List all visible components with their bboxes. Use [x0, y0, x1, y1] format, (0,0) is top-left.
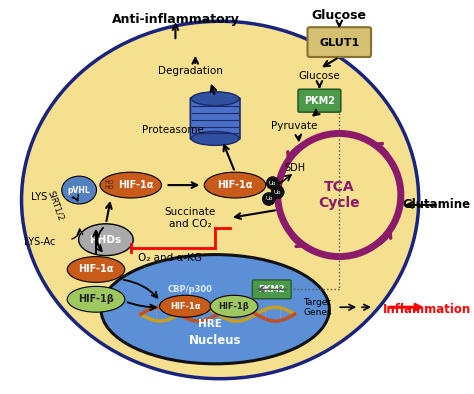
Text: PKM2: PKM2 [258, 285, 285, 294]
Text: CBP/p300: CBP/p300 [168, 285, 213, 294]
Text: Target
Genes: Target Genes [303, 297, 332, 317]
Ellipse shape [101, 255, 329, 364]
FancyBboxPatch shape [308, 27, 371, 57]
Text: LYS-Ac: LYS-Ac [24, 237, 55, 247]
Text: LYS: LYS [31, 192, 47, 202]
Text: HIF-1α: HIF-1α [170, 302, 201, 311]
Ellipse shape [262, 193, 275, 205]
Ellipse shape [67, 256, 125, 282]
Text: HIF-1α: HIF-1α [78, 264, 114, 275]
Ellipse shape [100, 172, 162, 198]
Text: SDH: SDH [284, 163, 305, 173]
Text: Glutamine: Glutamine [402, 199, 470, 212]
Text: Succinate
and CO₂: Succinate and CO₂ [164, 207, 216, 229]
Text: Glucose: Glucose [299, 71, 340, 81]
Text: SIRT1/2: SIRT1/2 [46, 189, 65, 222]
Ellipse shape [21, 21, 419, 379]
Text: Degradation: Degradation [158, 66, 223, 76]
Ellipse shape [67, 286, 125, 312]
Ellipse shape [191, 92, 239, 106]
Text: HIF-1β: HIF-1β [219, 302, 249, 311]
Text: O₂ and α-KG: O₂ and α-KG [138, 253, 202, 262]
Ellipse shape [271, 186, 284, 199]
Text: Nucleus: Nucleus [189, 335, 241, 348]
Ellipse shape [160, 295, 211, 317]
Ellipse shape [191, 132, 239, 145]
Text: Inflammation: Inflammation [383, 303, 471, 316]
Ellipse shape [266, 177, 279, 190]
Text: Pyruvate: Pyruvate [272, 121, 318, 130]
Text: PKM2: PKM2 [304, 96, 335, 106]
Text: TCA
Cycle: TCA Cycle [319, 180, 360, 210]
Ellipse shape [210, 295, 258, 317]
Text: HIF-1α: HIF-1α [118, 180, 154, 190]
Text: GLUT1: GLUT1 [319, 38, 359, 48]
Text: Anti-inflammatory: Anti-inflammatory [111, 13, 239, 26]
Text: Ub: Ub [265, 197, 273, 201]
Ellipse shape [204, 172, 266, 198]
Ellipse shape [62, 176, 97, 204]
FancyBboxPatch shape [298, 89, 341, 112]
Text: HIF-1α: HIF-1α [217, 180, 253, 190]
Text: pVHL: pVHL [68, 186, 91, 195]
FancyBboxPatch shape [252, 280, 291, 299]
Ellipse shape [79, 224, 133, 256]
Text: PHDs: PHDs [91, 235, 121, 245]
Text: Ub: Ub [274, 190, 282, 195]
Text: HO
HO: HO HO [104, 180, 114, 190]
FancyBboxPatch shape [191, 98, 240, 139]
Text: Proteasome: Proteasome [142, 125, 203, 136]
Text: Ub: Ub [269, 180, 276, 186]
Text: Glucose: Glucose [312, 9, 367, 22]
Text: HRE: HRE [198, 319, 222, 329]
Text: HIF-1β: HIF-1β [78, 294, 114, 304]
